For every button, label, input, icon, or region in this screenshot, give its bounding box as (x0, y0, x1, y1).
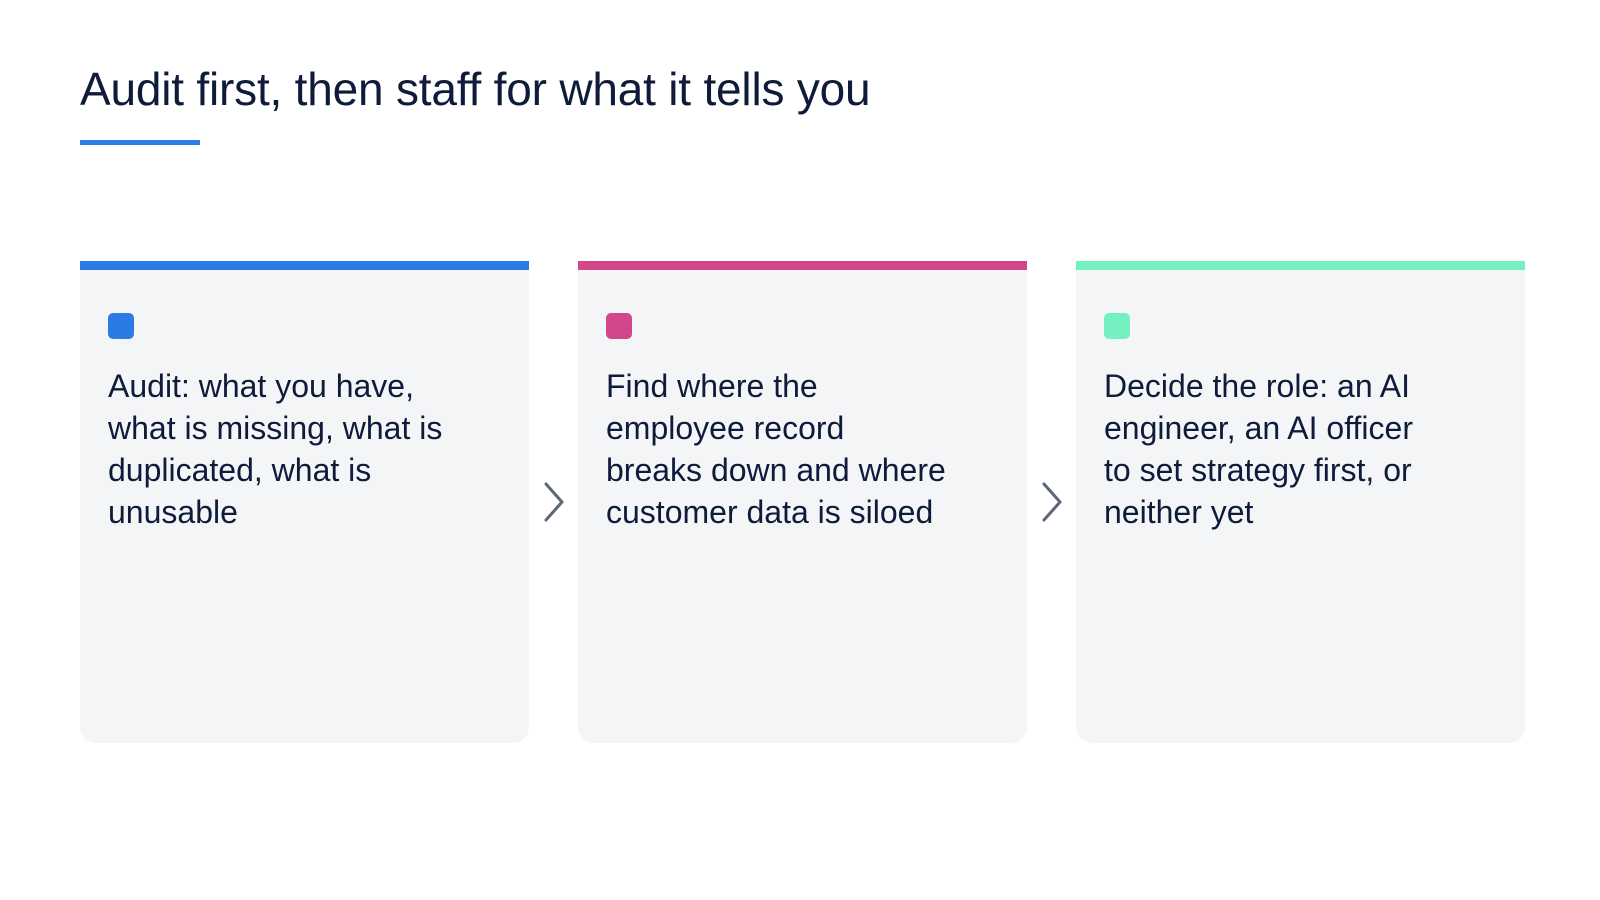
step-card-find-breakdowns: Find where the employee record breaks do… (578, 261, 1027, 743)
chevron-right-icon (538, 480, 568, 524)
chevron-right-icon (1036, 480, 1066, 524)
step-card-audit: Audit: what you have, what is missing, w… (80, 261, 529, 743)
step-text: Audit: what you have, what is missing, w… (108, 368, 443, 530)
step-text: Find where the employee record breaks do… (606, 368, 946, 530)
card-accent-bar (1076, 261, 1525, 270)
card-accent-bar (578, 261, 1027, 270)
square-marker-icon (108, 313, 134, 339)
square-marker-icon (606, 313, 632, 339)
step-text: Decide the role: an AI engineer, an AI o… (1104, 368, 1413, 530)
card-accent-bar (80, 261, 529, 270)
slide-title: Audit first, then staff for what it tell… (80, 63, 871, 115)
step-card-decide-role: Decide the role: an AI engineer, an AI o… (1076, 261, 1525, 743)
title-underline (80, 140, 200, 145)
square-marker-icon (1104, 313, 1130, 339)
